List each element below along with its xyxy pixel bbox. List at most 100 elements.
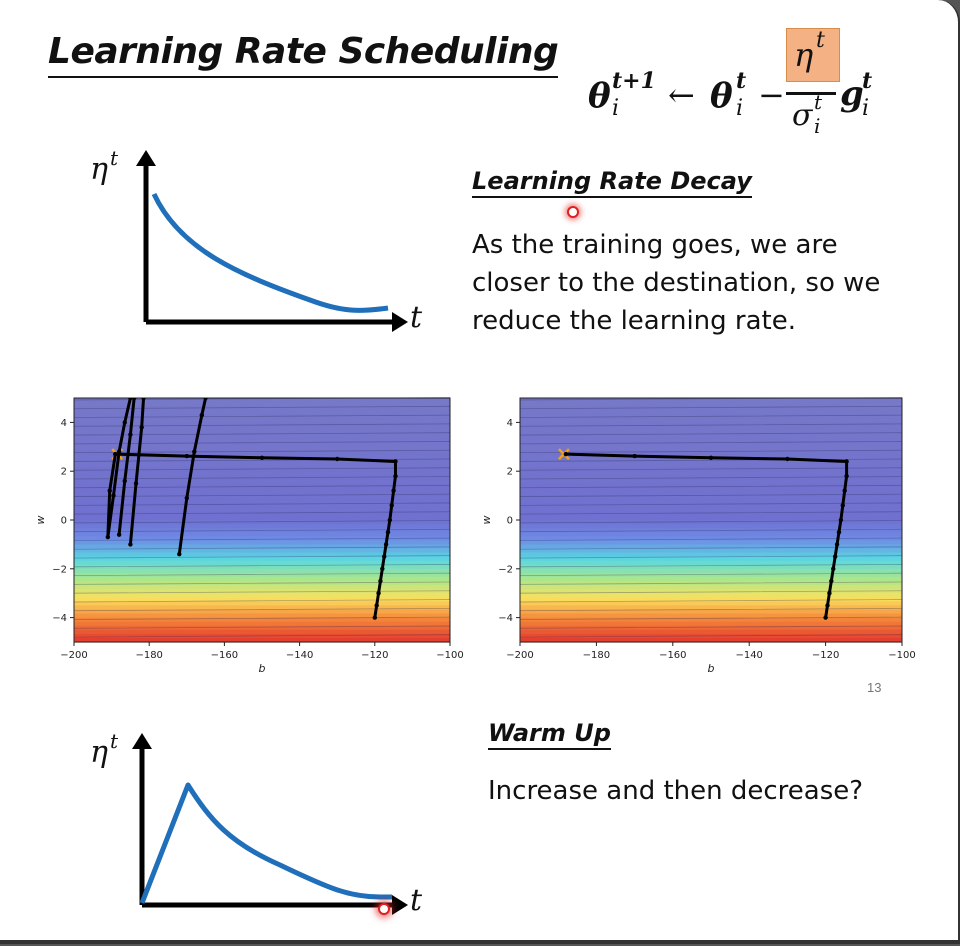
sigma-sup: t	[814, 90, 823, 114]
path-point	[107, 488, 112, 493]
x-tick-label: −160	[211, 650, 238, 661]
x-tick-label: −140	[286, 650, 313, 661]
decay-line: reduce the learning rate.	[472, 306, 796, 336]
sigma-denominator: σ	[792, 98, 813, 133]
path-point	[184, 495, 189, 501]
path-point	[834, 542, 840, 547]
y-tick-label: 2	[507, 467, 513, 478]
warmup-curve	[139, 782, 392, 904]
theta-lhs-sub: i	[612, 96, 620, 121]
path-point	[844, 459, 849, 464]
update-formula: θ t+1 i ← θ t i − η t σ t i g t i	[588, 26, 888, 146]
path-point	[840, 503, 845, 508]
optimization-path	[117, 398, 136, 535]
theta-lhs-sup: t+1	[612, 68, 656, 94]
path-point	[382, 554, 387, 559]
y-tick-label: −2	[52, 564, 67, 575]
y-tick-label: −2	[498, 564, 513, 575]
page-title: Learning Rate Scheduling	[48, 30, 559, 78]
path-point	[128, 542, 133, 547]
path-point	[387, 517, 393, 523]
path-point	[393, 473, 398, 479]
path-point	[378, 578, 383, 584]
path-point	[259, 455, 265, 460]
warmup-x-axis-label: t	[410, 883, 423, 918]
x-tick-label: −180	[135, 650, 162, 661]
path-point	[372, 615, 377, 620]
y-tick-label: 0	[61, 516, 67, 527]
x-axis-label: b	[708, 662, 715, 675]
decay-line: As the training goes, we are	[472, 230, 838, 260]
path-point	[199, 412, 205, 418]
contour-plot-left: −200 −180 −160 −140 −120 −100 4 2 0 −2 −4 b w	[28, 388, 468, 688]
path-point	[122, 478, 127, 484]
fraction-bar	[786, 92, 836, 95]
x-axis-label: b	[259, 662, 266, 675]
gradient-g: g	[840, 74, 864, 114]
decay-schedule-plot: η t t	[80, 146, 440, 350]
optimization-path	[128, 398, 146, 545]
path-point	[131, 398, 137, 401]
path-point	[832, 554, 838, 559]
y-tick-label: 2	[61, 467, 67, 478]
y-tick-label: −4	[498, 613, 513, 624]
path-point	[192, 449, 197, 454]
path-point	[128, 432, 133, 437]
path-point	[184, 453, 189, 459]
eta-numerator-sup: t	[816, 28, 825, 53]
minus-symbol: −	[758, 76, 785, 114]
x-tick-label: −120	[812, 650, 839, 661]
path-point	[825, 603, 830, 608]
path-point	[389, 503, 394, 508]
path-point	[383, 542, 389, 547]
path-point	[203, 398, 208, 401]
theta-rhs-sub: i	[736, 96, 744, 121]
path-point	[632, 453, 637, 459]
path-point	[385, 530, 391, 535]
path-point	[844, 473, 849, 479]
path-point	[374, 603, 379, 608]
theta-rhs-sup: t	[736, 68, 747, 94]
path-point	[380, 566, 385, 571]
x-tick-label: −160	[659, 650, 686, 661]
page-number: 13	[867, 680, 882, 695]
warmup-schedule-plot: η t t	[80, 725, 440, 925]
decay-x-axis-label: t	[410, 300, 423, 335]
path-point	[141, 398, 146, 401]
warmup-y-axis-sup: t	[110, 729, 119, 753]
path-point	[116, 532, 122, 537]
path-point	[177, 551, 182, 557]
path-point	[133, 481, 139, 486]
path-point	[563, 451, 569, 457]
path-point	[111, 493, 116, 498]
arrow-symbol: ←	[668, 76, 695, 114]
warmup-description: Increase and then decrease?	[488, 776, 864, 806]
decay-y-axis-sup: t	[110, 146, 119, 170]
x-tick-label: −180	[583, 650, 610, 661]
path-point	[116, 449, 122, 454]
path-point	[376, 591, 381, 596]
path-point	[391, 488, 396, 493]
gradient-g-sup: t	[862, 68, 873, 94]
decay-heading: Learning Rate Decay	[472, 166, 752, 198]
y-axis-label: w	[480, 516, 493, 525]
x-tick-label: −100	[888, 650, 915, 661]
decay-description: As the training goes, we are closer to t…	[472, 226, 932, 340]
warmup-y-axis-label: η	[90, 735, 108, 770]
y-tick-label: 0	[507, 516, 513, 527]
path-point	[831, 566, 836, 571]
warmup-heading: Warm Up	[488, 718, 611, 750]
laser-pointer	[567, 206, 579, 218]
path-point	[708, 455, 714, 460]
path-point	[335, 456, 340, 462]
path-point	[829, 578, 834, 584]
path-point	[827, 591, 832, 596]
decay-y-axis-label: η	[90, 152, 108, 187]
contour-plot-right: −200 −180 −160 −140 −120 −100 4 2 0 −2 −4 b w	[474, 388, 918, 688]
path-point	[842, 488, 847, 493]
path-point	[122, 420, 127, 425]
y-tick-label: −4	[52, 613, 67, 624]
x-tick-label: −140	[735, 650, 762, 661]
y-tick-label: 4	[61, 418, 67, 429]
